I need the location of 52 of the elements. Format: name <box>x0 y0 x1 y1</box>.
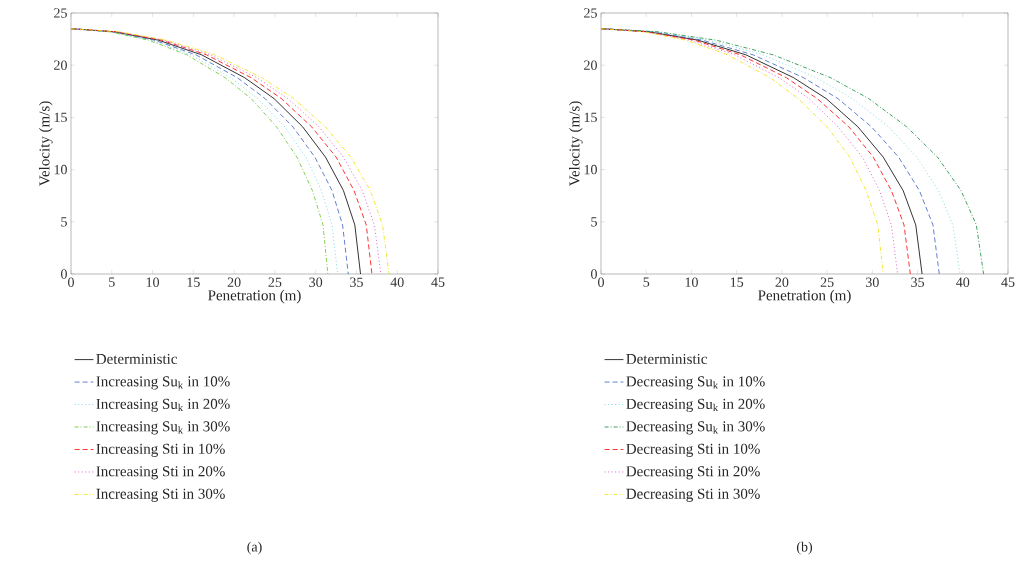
text: (b) <box>796 541 813 555</box>
x-axis-title: Penetration (m) <box>758 289 851 304</box>
y-tick-label: 0 <box>591 269 597 279</box>
legend-label: Increasing Sti in 20% <box>96 466 225 480</box>
x-tick-label: 10 <box>146 277 160 287</box>
y-tick-label: 0 <box>61 269 67 279</box>
x-tick-label: 35 <box>350 277 363 287</box>
x-tick-label: 0 <box>68 277 74 287</box>
y-tick-label: 10 <box>584 164 597 175</box>
x-tick-label: 40 <box>956 277 970 287</box>
y-tick-label: 20 <box>54 60 67 70</box>
x-tick-label: 30 <box>866 277 879 287</box>
x-tick-label: 0 <box>598 277 604 287</box>
x-tick-label: 40 <box>390 277 404 287</box>
x-tick-label: 25 <box>268 277 282 287</box>
legend-label: Increasing Su$_{k}$ in 20% <box>96 398 230 412</box>
x-axis-title: Penetration (m) <box>208 289 301 304</box>
x-tick-label: 10 <box>685 277 698 287</box>
x-tick-label: 30 <box>309 277 323 287</box>
legend-label: Increasing Sti in 10% <box>96 443 225 457</box>
x-tick-label: 5 <box>643 277 650 287</box>
x-tick-label: 25 <box>820 277 834 287</box>
legend-label: Decreasing Sti in 10% <box>626 443 760 457</box>
x-tick-label: 35 <box>911 277 925 287</box>
legend-label: Decreasing Su$_{k}$ in 20% <box>626 398 765 412</box>
x-tick-label: 45 <box>1001 277 1015 287</box>
x-tick-label: 20 <box>227 277 241 287</box>
y-tick-label: 15 <box>584 112 597 123</box>
legend-label: Decreasing Sti in 20% <box>626 466 760 480</box>
x-tick-label: 45 <box>431 277 445 287</box>
legend-label: Decreasing Su$_{k}$ in 30% <box>626 421 765 435</box>
x-tick-label: 15 <box>730 277 744 287</box>
legend-label: Increasing Su$_{k}$ in 30% <box>96 421 230 435</box>
legend-label: Increasing Su$_{k}$ in 10% <box>96 376 230 390</box>
y-tick-label: 10 <box>54 164 67 175</box>
x-tick-label: 5 <box>109 277 115 287</box>
x-tick-label: 20 <box>775 277 789 287</box>
legend-label: Decreasing Su$_{k}$ in 10% <box>626 376 765 390</box>
text: (a) <box>247 541 262 555</box>
legend-label: Decreasing Sti in 30% <box>626 488 760 502</box>
y-axis-title: Velocity (m/s) <box>38 101 53 187</box>
y-tick-label: 25 <box>584 8 597 18</box>
legend-label: Increasing Sti in 30% <box>96 488 225 502</box>
legend-label: Deterministic <box>96 353 177 364</box>
y-tick-label: 5 <box>591 217 597 227</box>
legend-label: Deterministic <box>626 353 707 364</box>
x-tick-label: 15 <box>187 277 200 287</box>
y-tick-label: 15 <box>54 112 67 123</box>
y-axis-title: Velocity (m/s) <box>568 101 583 187</box>
y-tick-label: 20 <box>584 60 597 70</box>
y-tick-label: 25 <box>54 8 67 18</box>
y-tick-label: 5 <box>61 217 67 227</box>
